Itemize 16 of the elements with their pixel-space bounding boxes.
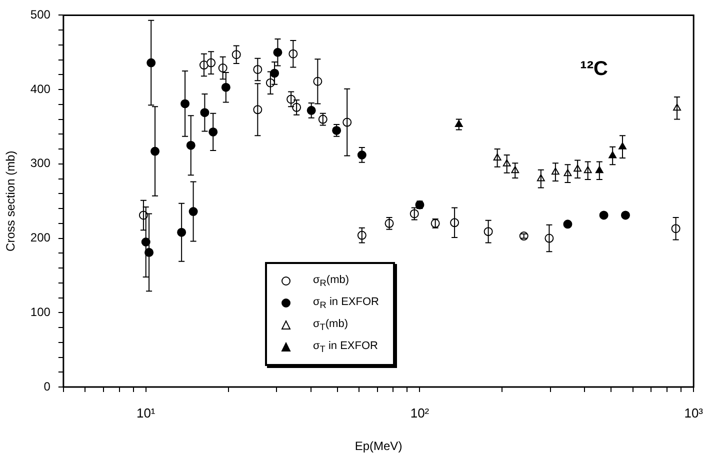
y-tick-label: 500 — [30, 8, 51, 22]
legend-label: σ$_{T}$ in EXFOR — [313, 340, 378, 354]
y-axis-title: Cross section (mb) — [4, 150, 18, 252]
y-tick-label: 0 — [44, 379, 51, 394]
legend-label: σ$_{T}$(mb) — [313, 318, 348, 332]
y-tick-label: 200 — [30, 230, 51, 245]
x-tick-label: 10³ — [684, 405, 704, 420]
x-tick-label: 10¹ — [136, 405, 156, 420]
y-tick-label: 300 — [30, 156, 51, 170]
x-tick-label: 10² — [410, 405, 430, 420]
x-axis-title: Ep(MeV) — [354, 439, 402, 454]
y-tick-label: 100 — [30, 304, 51, 319]
legend-label: σ$_{R}$ in EXFOR — [313, 296, 379, 310]
legend-label: σ$_{R}$(mb) — [313, 274, 350, 288]
annotation: ¹²C — [580, 58, 608, 80]
y-tick-label: 400 — [30, 82, 51, 96]
